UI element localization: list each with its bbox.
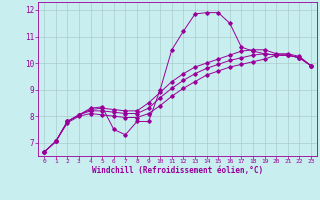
X-axis label: Windchill (Refroidissement éolien,°C): Windchill (Refroidissement éolien,°C): [92, 166, 263, 175]
